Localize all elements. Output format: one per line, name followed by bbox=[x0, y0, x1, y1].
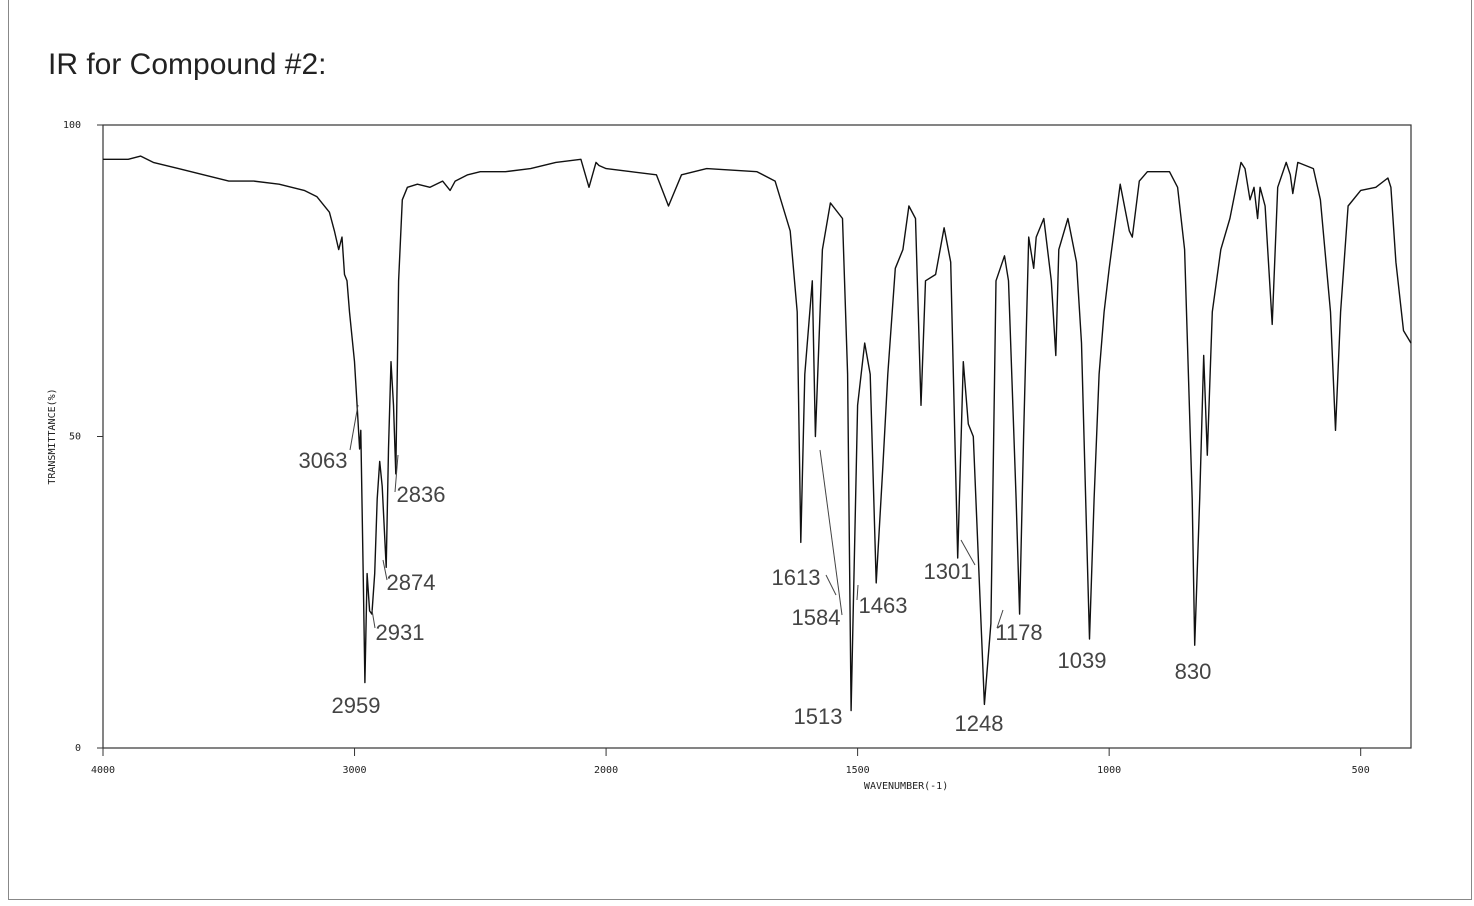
y-tick-label: 100 bbox=[63, 120, 81, 131]
x-tick-label: 1500 bbox=[846, 765, 870, 776]
page-frame bbox=[8, 0, 1472, 900]
x-tick-label: 2000 bbox=[594, 765, 618, 776]
peak-label: 830 bbox=[1175, 659, 1212, 684]
peak-label: 1178 bbox=[995, 620, 1042, 645]
leader-line bbox=[371, 609, 376, 629]
x-axis-label: WAVENUMBER(-1) bbox=[864, 781, 948, 792]
peak-label: 2874 bbox=[387, 570, 436, 595]
peak-label: 1584 bbox=[792, 605, 841, 630]
peak-label: 1039 bbox=[1058, 648, 1107, 673]
x-tick-label: 3000 bbox=[342, 765, 366, 776]
peak-label: 1613 bbox=[772, 565, 821, 590]
peak-label: 1248 bbox=[955, 711, 1004, 736]
leader-line bbox=[349, 404, 359, 451]
x-tick-label: 500 bbox=[1352, 765, 1370, 776]
leader-line bbox=[996, 609, 1004, 629]
leader-line bbox=[856, 584, 859, 601]
peak-label: 2931 bbox=[376, 620, 425, 645]
leader-line bbox=[960, 539, 976, 566]
peak-label: 2836 bbox=[397, 482, 446, 507]
peak-label: 1463 bbox=[859, 593, 908, 618]
x-tick-label: 1000 bbox=[1097, 765, 1121, 776]
peak-label: 3063 bbox=[299, 448, 348, 473]
y-tick-label: 0 bbox=[75, 743, 81, 754]
y-tick-label: 50 bbox=[69, 432, 81, 443]
leader-line bbox=[825, 574, 837, 596]
y-axis-label: TRANSMITTANCE(%) bbox=[47, 388, 58, 484]
leader-line bbox=[382, 559, 388, 581]
plot-frame bbox=[102, 124, 1412, 749]
leader-line bbox=[819, 449, 843, 616]
title: IR for Compound #2: bbox=[48, 48, 327, 81]
peak-label: 1513 bbox=[794, 704, 843, 729]
x-tick-label: 4000 bbox=[91, 765, 115, 776]
leader-line bbox=[394, 454, 399, 493]
peak-label: 2959 bbox=[332, 693, 381, 718]
spectrum-line bbox=[103, 155, 1412, 712]
peak-label: 1301 bbox=[924, 559, 973, 584]
